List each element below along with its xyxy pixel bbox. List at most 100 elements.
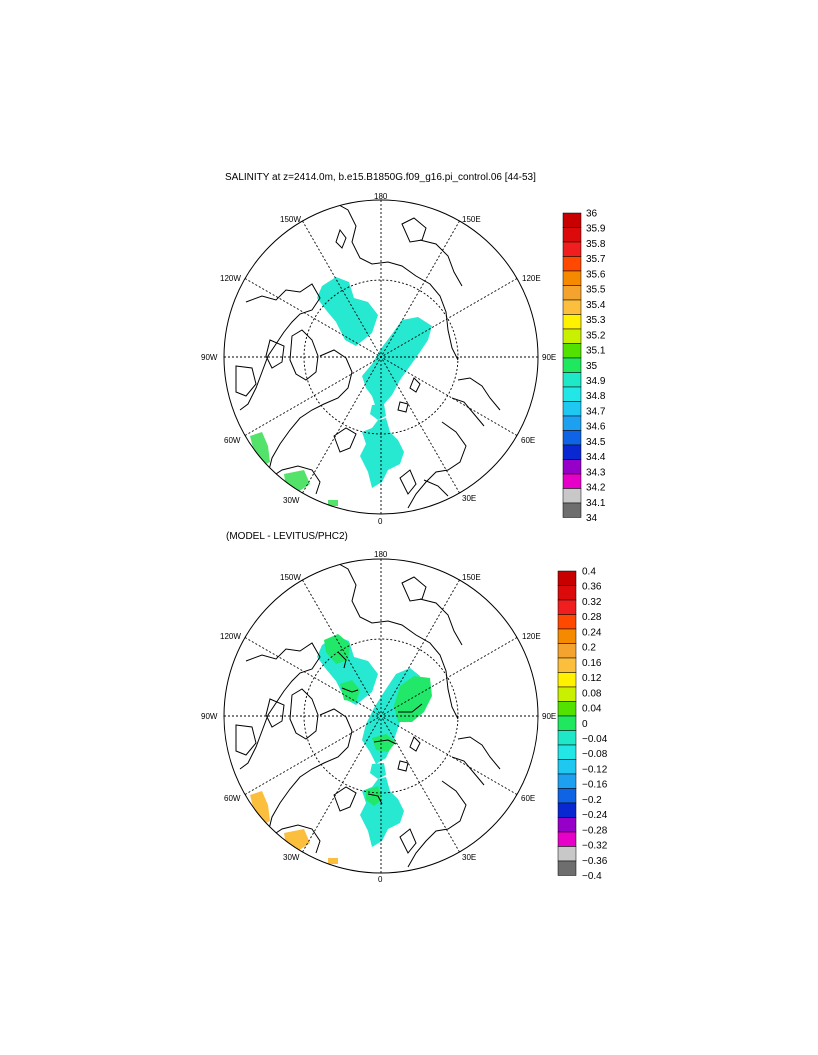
diff-field-pos-1 <box>250 791 270 825</box>
salinity-colorbar-label-13: 34.7 <box>586 406 606 417</box>
difference-colorbar-label-1: 0.36 <box>582 582 602 593</box>
salinity-colorbar: 36 35.9 35.8 35.7 35.6 35.5 35.4 35.3 35.2 35.1 35… <box>562 209 606 524</box>
difference-colorbar-label-0: 0.4 <box>582 567 596 578</box>
difference-colorbar-swatch-12 <box>557 744 577 760</box>
salinity-colorbar-swatch-19 <box>562 488 582 504</box>
salinity-high-field-1 <box>250 432 270 466</box>
lon-label-150w: 150W <box>280 215 301 224</box>
salinity-colorbar-label-12: 34.8 <box>586 391 606 402</box>
difference-colorbar-label-10: 0 <box>582 719 588 730</box>
difference-colorbar-label-11: −0.04 <box>582 734 608 745</box>
salinity-colorbar-label-10: 35 <box>586 361 598 372</box>
lon-label-30w: 30W <box>283 853 300 862</box>
diff-field-zero-3 <box>372 734 396 752</box>
lon-label-90w: 90W <box>201 712 218 721</box>
difference-colorbar-swatch-15 <box>557 788 577 804</box>
salinity-colorbar-label-19: 34.1 <box>586 498 606 509</box>
salinity-colorbar-swatch-12 <box>562 386 582 402</box>
salinity-field-fram <box>360 418 404 488</box>
lon-label-60e: 60E <box>521 794 535 803</box>
difference-colorbar: 0.4 0.36 0.32 0.28 0.24 0.2 0.16 0.12 0.08 0.04 0 −… <box>557 567 608 882</box>
difference-colorbar-label-6: 0.16 <box>582 658 602 669</box>
difference-colorbar-swatch-0 <box>557 570 577 586</box>
salinity-colorbar-label-8: 35.2 <box>586 330 606 341</box>
salinity-colorbar-label-20: 34 <box>586 513 598 524</box>
salinity-colorbar-swatch-7 <box>562 314 582 330</box>
salinity-colorbar-label-4: 35.6 <box>586 269 606 280</box>
salinity-colorbar-label-16: 34.4 <box>586 452 606 463</box>
salinity-colorbar-label-18: 34.2 <box>586 483 606 494</box>
difference-colorbar-label-7: 0.12 <box>582 673 602 684</box>
lon-label-90w: 90W <box>201 353 218 362</box>
difference-colorbar-swatch-1 <box>557 585 577 601</box>
difference-colorbar-label-12: −0.08 <box>582 749 608 760</box>
difference-colorbar-label-2: 0.32 <box>582 597 602 608</box>
difference-map: 180 150E 120E 90E 60E 30E 0 30W 60W 90W … <box>201 550 608 884</box>
salinity-colorbar-label-3: 35.7 <box>586 254 606 265</box>
difference-colorbar-swatch-7 <box>557 672 577 688</box>
salinity-colorbar-swatch-0 <box>562 212 582 228</box>
salinity-colorbar-label-15: 34.5 <box>586 437 606 448</box>
difference-colorbar-label-15: −0.2 <box>582 795 602 806</box>
lon-label-0: 0 <box>378 517 383 526</box>
salinity-panel-title: SALINITY at z=2414.0m, b.e15.B1850G.f09_… <box>225 172 536 183</box>
diff-field-pos-3 <box>328 858 338 864</box>
lon-labels-bottom: 180 150E 120E 90E 60E 30E 0 30W 60W 90W … <box>201 550 556 884</box>
salinity-colorbar-swatch-16 <box>562 444 582 460</box>
difference-colorbar-label-4: 0.24 <box>582 627 602 638</box>
salinity-field-amerasian <box>317 277 378 346</box>
salinity-field-small <box>370 404 386 420</box>
salinity-colorbar-swatch-8 <box>562 328 582 344</box>
diff-field-small <box>370 763 386 779</box>
lon-label-90e: 90E <box>542 712 556 721</box>
lon-label-180: 180 <box>374 550 388 559</box>
difference-colorbar-label-16: −0.24 <box>582 810 608 821</box>
diff-field-zero-1 <box>324 634 350 664</box>
salinity-colorbar-swatch-9 <box>562 343 582 359</box>
salinity-field-lomonosov <box>362 317 432 408</box>
lon-label-90e: 90E <box>542 353 556 362</box>
lon-label-180: 180 <box>374 192 388 201</box>
salinity-colorbar-swatch-3 <box>562 256 582 272</box>
graticule-bottom <box>224 559 538 873</box>
salinity-colorbar-swatch-15 <box>562 430 582 446</box>
lon-label-150w: 150W <box>280 573 301 582</box>
graticule <box>224 200 538 514</box>
difference-colorbar-swatch-3 <box>557 614 577 630</box>
lon-label-30e: 30E <box>462 494 476 503</box>
lon-label-120e: 120E <box>522 274 541 283</box>
difference-colorbar-label-3: 0.28 <box>582 612 602 623</box>
salinity-colorbar-label-0: 36 <box>586 209 598 220</box>
salinity-colorbar-swatch-17 <box>562 459 582 475</box>
difference-colorbar-swatch-10 <box>557 715 577 731</box>
difference-colorbar-swatch-11 <box>557 730 577 746</box>
difference-colorbar-label-19: −0.36 <box>582 856 608 867</box>
lon-label-60w: 60W <box>224 794 241 803</box>
difference-colorbar-swatch-20 <box>557 860 577 876</box>
difference-colorbar-swatch-2 <box>557 599 577 615</box>
difference-colorbar-swatch-17 <box>557 817 577 833</box>
lon-label-150e: 150E <box>462 573 481 582</box>
difference-colorbar-swatch-16 <box>557 802 577 818</box>
lon-labels: 180 150E 120E 90E 60E 30E 0 30W 60W 90W … <box>201 192 556 526</box>
salinity-high-field-2 <box>284 470 310 492</box>
lon-label-30e: 30E <box>462 853 476 862</box>
coastlines-bottom <box>235 559 501 868</box>
difference-colorbar-label-13: −0.12 <box>582 764 608 775</box>
salinity-colorbar-swatch-2 <box>562 241 582 257</box>
salinity-colorbar-label-14: 34.6 <box>586 422 606 433</box>
difference-colorbar-label-17: −0.28 <box>582 825 608 836</box>
salinity-colorbar-swatch-5 <box>562 285 582 301</box>
lon-label-150e: 150E <box>462 215 481 224</box>
salinity-colorbar-label-11: 34.9 <box>586 376 606 387</box>
difference-panel-title: (MODEL - LEVITUS/PHC2) <box>226 531 348 542</box>
difference-colorbar-label-14: −0.16 <box>582 780 608 791</box>
difference-colorbar-swatch-18 <box>557 831 577 847</box>
salinity-colorbar-label-7: 35.3 <box>586 315 606 326</box>
difference-colorbar-swatch-6 <box>557 657 577 673</box>
salinity-colorbar-label-6: 35.4 <box>586 300 606 311</box>
salinity-high-field-3 <box>328 500 338 506</box>
difference-colorbar-label-8: 0.08 <box>582 688 602 699</box>
diff-field-fram <box>360 777 404 847</box>
